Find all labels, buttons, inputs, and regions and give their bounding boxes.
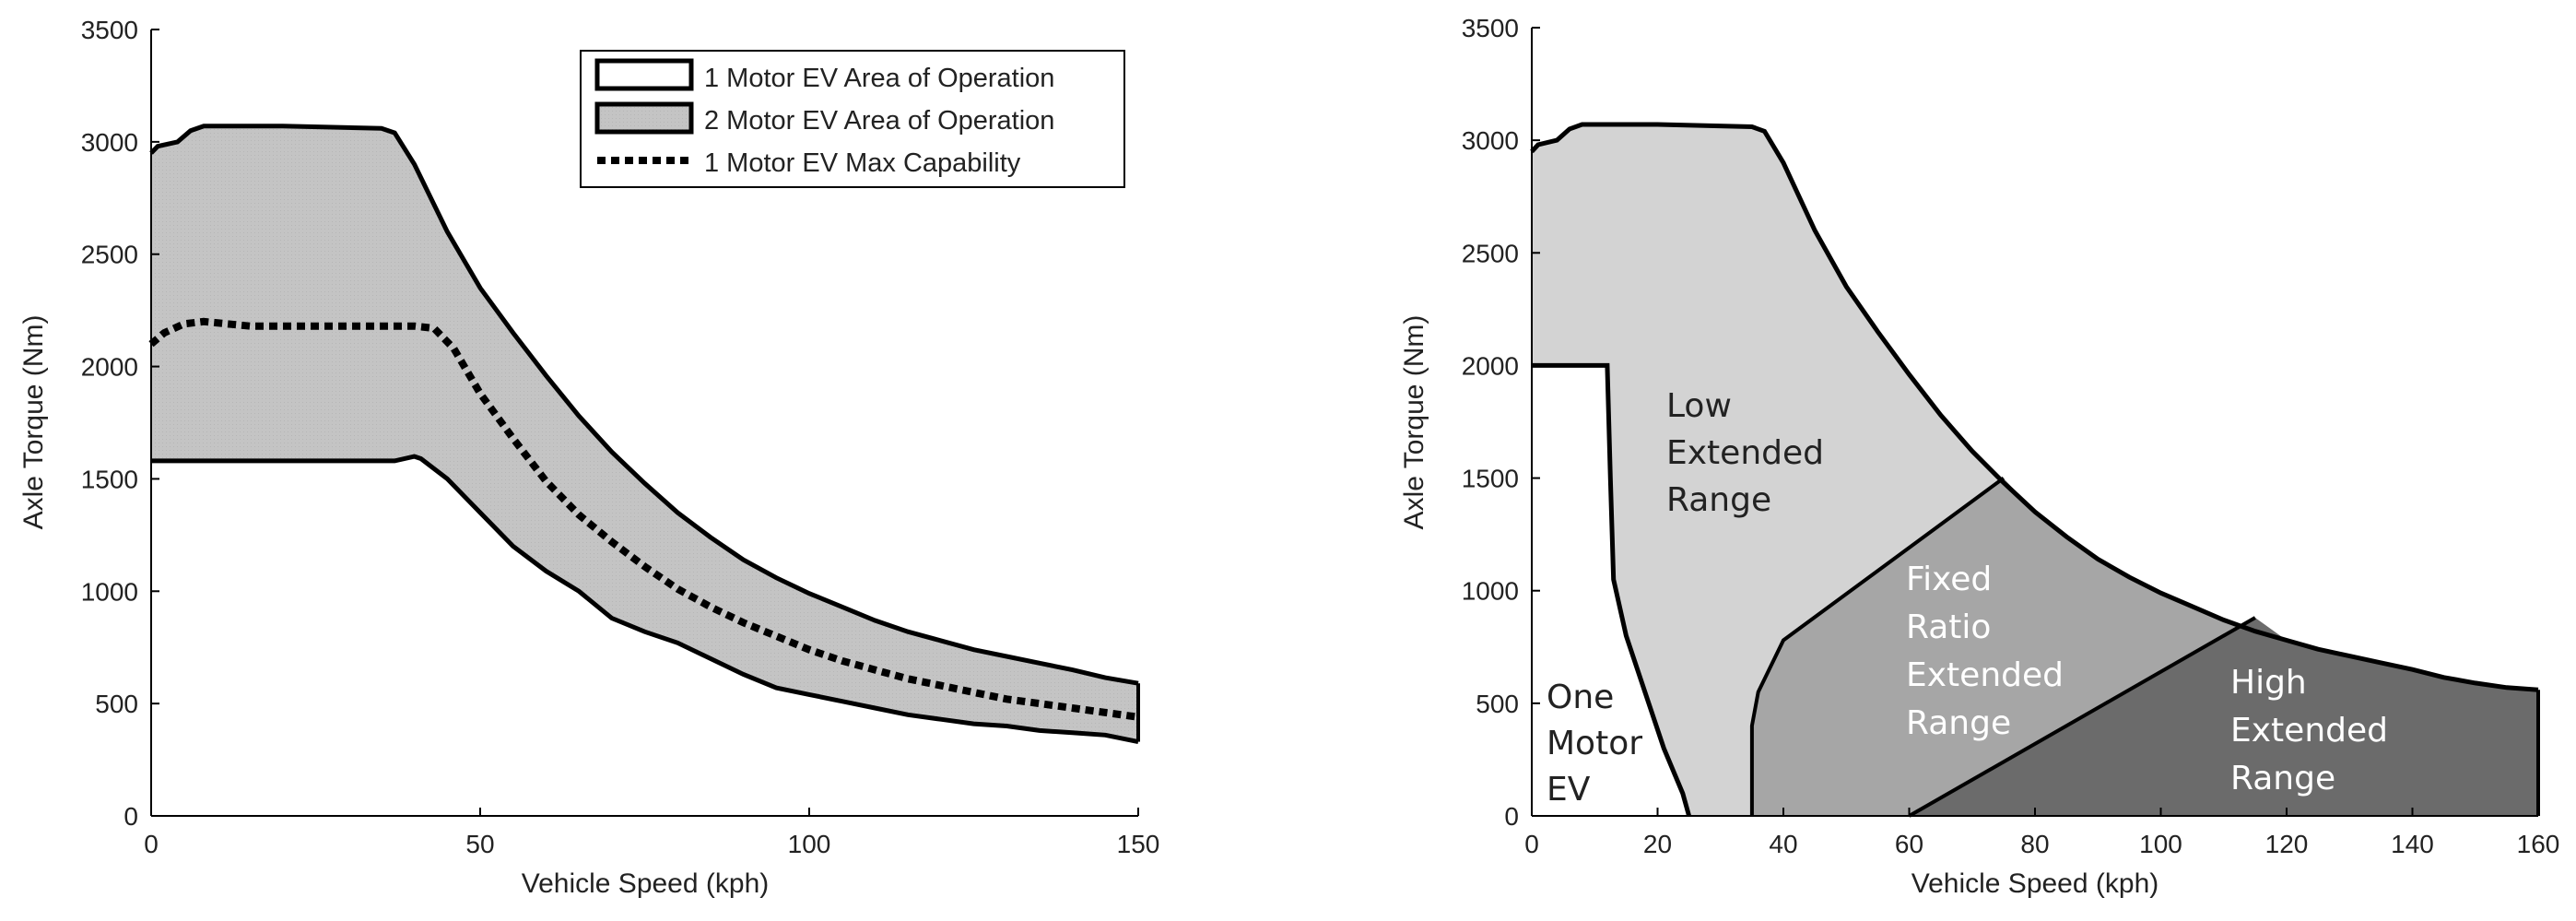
right-y-tick-label: 500 (1476, 690, 1519, 718)
one-motor-ev-region (1532, 365, 1689, 816)
left-x-tick-label: 50 (465, 830, 494, 858)
right-x-tick-label: 120 (2265, 830, 2309, 858)
right-x-tick-label: 20 (1643, 830, 1672, 858)
region-label-low-extended-range: Low Extended Range (1666, 387, 1834, 519)
region-label-one-motor-ev: One Motor EV (1547, 679, 1653, 809)
high-range-boundary-line (1908, 616, 2256, 818)
left-y-tick-label: 1000 (81, 577, 138, 606)
right-chart: 0 500 1000 1500 2000 2500 3000 3500 0 20 40 60 80 10… (1399, 14, 2559, 899)
left-y-tick-label: 0 (124, 802, 138, 831)
legend-label-two-motor-area: 2 Motor EV Area of Operation (704, 106, 1054, 136)
region-label-fixed-ratio-extended-range: Fixed Ratio Extended Range (1906, 561, 2074, 742)
left-y-tick-label: 3000 (81, 128, 138, 157)
left-plot (148, 124, 1140, 745)
left-x-axis-label: Vehicle Speed (kph) (522, 868, 770, 899)
two-motor-area (151, 125, 1138, 742)
left-y-tick-label: 2000 (81, 353, 138, 382)
one-motor-ev-boundary-line (1532, 362, 1692, 817)
legend-swatch-one-motor-area (594, 58, 694, 91)
legend-label-max-capability: 1 Motor EV Max Capability (704, 148, 1021, 178)
two-motor-upper-boundary (149, 124, 1139, 686)
right-y-tick-label: 1000 (1462, 577, 1519, 606)
right-y-axis-label: Axle Torque (Nm) (1399, 315, 1429, 530)
left-y-tick-label: 2500 (81, 241, 138, 269)
right-y-tick-label: 2000 (1462, 351, 1519, 380)
left-x-tick-label: 100 (788, 830, 831, 858)
left-x-tick-label: 0 (144, 830, 159, 858)
region-label-high-extended-range: High Extended Range (2230, 664, 2398, 797)
left-y-axis-label: Axle Torque (Nm) (18, 315, 49, 530)
right-y-tick-label: 2500 (1462, 239, 1519, 267)
high-extended-range-region (1909, 618, 2538, 816)
left-y-tick-label: 500 (95, 690, 138, 718)
right-x-axis-label: Vehicle Speed (kph) (1911, 868, 2159, 899)
right-x-tick-label: 0 (1524, 830, 1539, 858)
left-chart: 0 500 1000 1500 2000 2500 3000 3500 0 50 100 150 V… (18, 16, 1159, 899)
left-y-tick-label: 3500 (81, 16, 138, 44)
two-motor-lower-boundary (151, 454, 1139, 745)
torque-envelope-line (1530, 122, 2539, 692)
legend-label-one-motor-area: 1 Motor EV Area of Operation (704, 64, 1054, 93)
legend-swatch-two-motor-area (594, 101, 694, 135)
right-y-tick-label: 3500 (1462, 14, 1519, 42)
left-x-tick-label: 150 (1117, 830, 1160, 858)
low-range-boundary-line (1749, 476, 2006, 816)
fixed-ratio-extended-range-region (1751, 478, 2255, 816)
right-x-tick-label: 160 (2517, 830, 2560, 858)
right-y-tick-label: 0 (1504, 802, 1519, 831)
right-x-tick-label: 140 (2391, 830, 2434, 858)
right-x-tick-label: 40 (1769, 830, 1797, 858)
right-y-tick-label: 3000 (1462, 126, 1519, 155)
right-x-tick-label: 60 (1895, 830, 1923, 858)
right-x-tick-label: 80 (2020, 830, 2049, 858)
one-motor-max-capability-line (148, 317, 1139, 721)
right-y-tick-label: 1500 (1462, 465, 1519, 493)
left-y-tick-label: 1500 (81, 465, 138, 493)
right-x-tick-label: 100 (2139, 830, 2182, 858)
legend: 1 Motor EV Area of Operation 2 Motor EV … (580, 50, 1125, 188)
